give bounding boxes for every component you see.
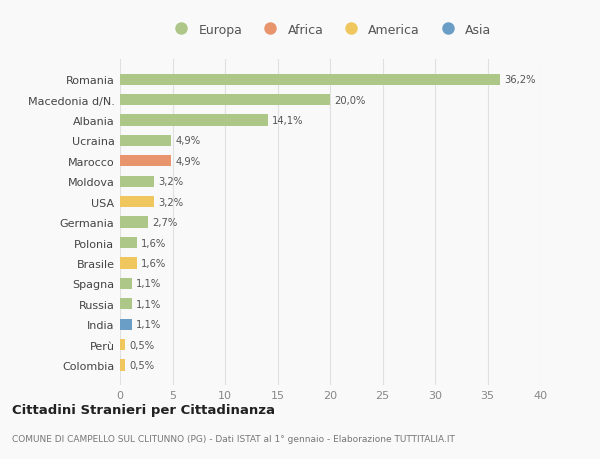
Bar: [120, 115, 268, 126]
Bar: [120, 156, 172, 167]
Bar: [120, 196, 154, 208]
Bar: [120, 176, 154, 187]
Text: 1,1%: 1,1%: [136, 319, 161, 330]
Text: 14,1%: 14,1%: [272, 116, 304, 126]
Bar: [120, 95, 330, 106]
Bar: [120, 217, 148, 228]
Text: 1,1%: 1,1%: [136, 279, 161, 289]
Text: 4,9%: 4,9%: [176, 136, 201, 146]
Bar: [120, 74, 500, 86]
Bar: [120, 298, 131, 310]
Text: 3,2%: 3,2%: [158, 197, 183, 207]
Bar: [120, 258, 137, 269]
Legend: Europa, Africa, America, Asia: Europa, Africa, America, Asia: [169, 23, 491, 37]
Text: 3,2%: 3,2%: [158, 177, 183, 187]
Bar: [120, 278, 131, 289]
Text: COMUNE DI CAMPELLO SUL CLITUNNO (PG) - Dati ISTAT al 1° gennaio - Elaborazione T: COMUNE DI CAMPELLO SUL CLITUNNO (PG) - D…: [12, 434, 455, 442]
Text: 1,6%: 1,6%: [141, 238, 166, 248]
Text: 1,6%: 1,6%: [141, 258, 166, 269]
Bar: [120, 359, 125, 371]
Bar: [120, 339, 125, 350]
Bar: [120, 319, 131, 330]
Text: 0,5%: 0,5%: [130, 340, 155, 350]
Text: 36,2%: 36,2%: [504, 75, 536, 85]
Text: 0,5%: 0,5%: [130, 360, 155, 370]
Text: 4,9%: 4,9%: [176, 157, 201, 167]
Bar: [120, 135, 172, 147]
Bar: [120, 237, 137, 249]
Text: Cittadini Stranieri per Cittadinanza: Cittadini Stranieri per Cittadinanza: [12, 403, 275, 416]
Text: 20,0%: 20,0%: [334, 95, 365, 106]
Text: 1,1%: 1,1%: [136, 299, 161, 309]
Text: 2,7%: 2,7%: [152, 218, 178, 228]
